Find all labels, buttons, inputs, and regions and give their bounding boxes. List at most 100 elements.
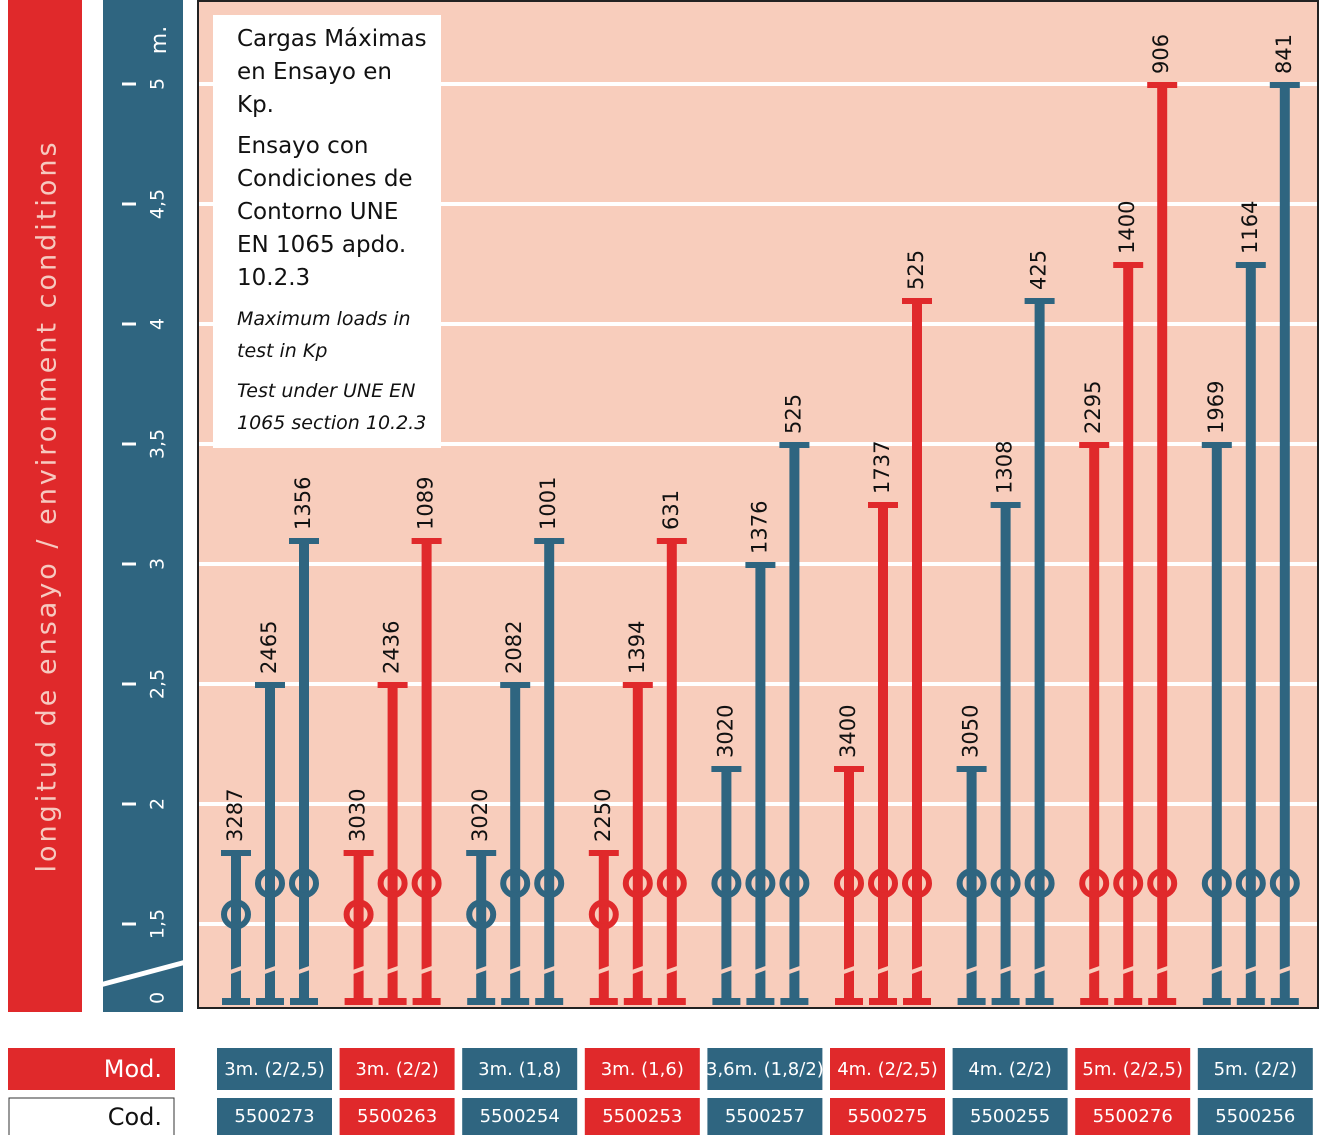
prop-base (1236, 998, 1265, 1005)
row-label: Cod. (108, 1103, 162, 1131)
prop-cap (1235, 262, 1266, 268)
model-cell (1197, 1048, 1313, 1090)
model-label: 3m. (2/2) (355, 1059, 438, 1080)
prop-cap (411, 538, 442, 544)
prop-base (412, 998, 441, 1005)
prop-break (657, 963, 687, 977)
prop-break (623, 963, 653, 977)
code-label: 5500254 (480, 1106, 560, 1127)
prop-cap (289, 538, 319, 544)
code-cell (952, 1098, 1068, 1135)
prop-tube (666, 540, 677, 1005)
prop-cap (1269, 82, 1300, 88)
prop-collar (466, 899, 497, 930)
prop-base (290, 998, 318, 1005)
prop-tube (912, 300, 922, 1005)
prop-cap (622, 682, 653, 688)
load-label: 1089 (414, 477, 438, 530)
prop-base (1080, 998, 1109, 1005)
prop-break (868, 963, 898, 977)
prop-base (222, 998, 250, 1005)
prop-collar (1269, 868, 1300, 899)
prop-collar (534, 868, 565, 899)
prop-tube (510, 684, 521, 1005)
prop-cap (779, 442, 810, 448)
prop-break (466, 963, 496, 977)
load-label: 1164 (1238, 201, 1262, 254)
prop-cap (1201, 442, 1232, 448)
code-cell (1075, 1098, 1191, 1135)
prop-base (903, 998, 931, 1005)
code-cell (830, 1098, 945, 1135)
prop-base (657, 998, 686, 1005)
prop-collar (377, 868, 408, 899)
prop-cap (711, 766, 742, 772)
prop-collar (990, 868, 1021, 899)
prop-break (779, 963, 810, 977)
y-tick-label: 5 (147, 78, 169, 90)
prop-tube (755, 564, 766, 1005)
prop-base (746, 998, 775, 1005)
prop-collar (656, 868, 687, 899)
prop-break (343, 963, 374, 977)
axis-break (99, 959, 187, 988)
load-label: 1001 (536, 477, 560, 530)
y-axis-title: longitud de ensayo / environment conditi… (32, 139, 63, 872)
y-tick-label: 2,5 (147, 669, 169, 699)
note-box: Cargas Máximas en Ensayo en Kp. Ensayo c… (213, 15, 441, 448)
prop-tube (421, 540, 432, 1005)
prop-tube (1157, 84, 1168, 1005)
prop-base (991, 998, 1020, 1005)
note-en-title: Maximum loads in test in Kp (237, 308, 411, 362)
y-tick-label: 3,5 (147, 429, 169, 459)
prop-break (902, 963, 932, 977)
load-label: 3050 (959, 705, 983, 758)
code-label: 5500263 (357, 1106, 437, 1127)
load-label: 841 (1272, 34, 1296, 74)
prop-break (534, 963, 564, 977)
prop-cap (902, 298, 932, 304)
prop-tube (544, 540, 555, 1005)
prop-cap (990, 502, 1021, 508)
prop-break (289, 963, 319, 977)
prop-cap (868, 502, 898, 508)
code-cell (339, 1098, 455, 1135)
prop-base (623, 998, 652, 1005)
model-label: 4m. (2/2,5) (837, 1059, 938, 1080)
prop-break (711, 963, 742, 977)
prop-tube (299, 540, 309, 1005)
prop-break (411, 963, 442, 977)
prop-break (834, 963, 864, 977)
prop-cap (956, 766, 987, 772)
prop-break (956, 963, 987, 977)
note-text: Ensayo con Condiciones de Contorno UNE E… (237, 133, 413, 291)
y-tick-label: 2 (147, 798, 169, 810)
load-label: 906 (1149, 34, 1173, 74)
code-label: 5500253 (602, 1106, 682, 1127)
load-label: 3287 (223, 789, 247, 842)
prop-tube (1000, 504, 1011, 1005)
note-en-text: Test under UNE EN 1065 section 10.2.3 (237, 380, 427, 434)
model-label: 5m. (2/2,5) (1082, 1059, 1183, 1080)
y-tick-label: 0 (147, 992, 169, 1004)
prop-cap (1147, 82, 1178, 88)
prop-base (1202, 998, 1231, 1005)
prop-collar (411, 868, 442, 899)
prop-break (255, 963, 285, 977)
prop-collar (745, 868, 776, 899)
code-label: 5500273 (234, 1106, 314, 1127)
y-label-band (8, 0, 82, 1012)
prop-collar (1024, 868, 1055, 899)
prop-cap (377, 682, 408, 688)
code-cell (707, 1098, 823, 1135)
prop-break (1024, 963, 1055, 977)
prop-break (377, 963, 408, 977)
prop-collar (588, 899, 619, 930)
prop-base (835, 998, 863, 1005)
model-label: 3m. (2/2,5) (224, 1059, 325, 1080)
prop-base (957, 998, 986, 1005)
model-cell (217, 1048, 332, 1090)
prop-tube (1123, 264, 1134, 1005)
